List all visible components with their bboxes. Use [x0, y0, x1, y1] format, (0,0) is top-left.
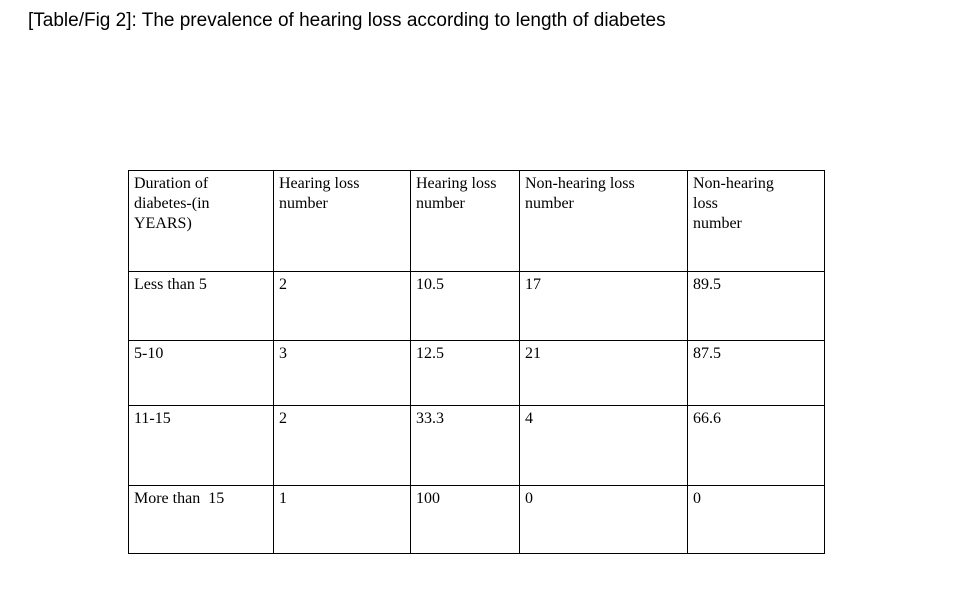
- table-cell: 100: [410, 485, 520, 554]
- table-cell: 0: [687, 485, 825, 554]
- table-cell: 2: [273, 271, 411, 341]
- col-header-hearing-loss-number-2: Hearing loss number: [410, 170, 520, 272]
- cell-duration: 11-15: [128, 405, 274, 486]
- cell-duration: 5-10: [128, 340, 274, 406]
- table-cell: 0: [519, 485, 688, 554]
- col-header-non-hearing-loss-number-1: Non-hearing loss number: [519, 170, 688, 272]
- col-header-hearing-loss-number-1: Hearing loss number: [273, 170, 411, 272]
- prevalence-table: Duration of diabetes-(in YEARS) Hearing …: [128, 170, 825, 554]
- table-cell: 2: [273, 405, 411, 486]
- table-row: 5-10 3 12.5 21 87.5: [128, 340, 825, 406]
- table-cell: 33.3: [410, 405, 520, 486]
- col-header-non-hearing-loss-number-2: Non-hearing loss number: [687, 170, 825, 272]
- table-cell: 87.5: [687, 340, 825, 406]
- figure-caption: [Table/Fig 2]: The prevalence of hearing…: [28, 10, 666, 31]
- table-cell: 4: [519, 405, 688, 486]
- table-cell: 89.5: [687, 271, 825, 341]
- table-row: Less than 5 2 10.5 17 89.5: [128, 271, 825, 341]
- cell-duration: More than 15: [128, 485, 274, 554]
- table-cell: 12.5: [410, 340, 520, 406]
- cell-duration: Less than 5: [128, 271, 274, 341]
- table-cell: 3: [273, 340, 411, 406]
- table-cell: 66.6: [687, 405, 825, 486]
- table-cell: 1: [273, 485, 411, 554]
- table-cell: 21: [519, 340, 688, 406]
- table-row: 11-15 2 33.3 4 66.6: [128, 405, 825, 486]
- table-header-row: Duration of diabetes-(in YEARS) Hearing …: [128, 170, 825, 272]
- col-header-duration: Duration of diabetes-(in YEARS): [128, 170, 274, 272]
- table-cell: 17: [519, 271, 688, 341]
- table-row: More than 15 1 100 0 0: [128, 485, 825, 554]
- table-cell: 10.5: [410, 271, 520, 341]
